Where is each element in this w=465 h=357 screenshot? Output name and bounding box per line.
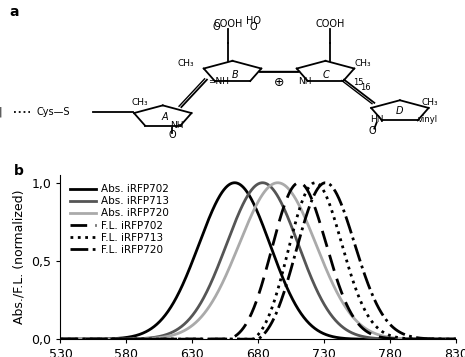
Line: Abs. iRFP713: Abs. iRFP713 (60, 183, 456, 339)
Text: COOH: COOH (315, 19, 345, 29)
Text: Cys—S: Cys—S (37, 107, 70, 117)
F.L. iRFP713 (58, 337, 63, 341)
Text: HN: HN (370, 115, 384, 124)
Abs. iRFP702 (330, 335, 335, 339)
Line: Abs. iRFP720: Abs. iRFP720 (60, 183, 456, 339)
Line: F.L. iRFP720: F.L. iRFP720 (60, 183, 456, 339)
Legend: Abs. iRFP702, Abs. iRFP713, Abs. iRFP720, F.L. iRFP702, F.L. iRFP713, F.L. iRFP7: Abs. iRFP702, Abs. iRFP713, Abs. iRFP720… (66, 180, 173, 259)
Line: Abs. iRFP702: Abs. iRFP702 (60, 183, 456, 339)
Abs. iRFP720 (373, 332, 379, 336)
Abs. iRFP720 (443, 337, 448, 341)
Line: F.L. iRFP713: F.L. iRFP713 (60, 183, 456, 339)
Text: =NH: =NH (208, 77, 229, 86)
Abs. iRFP713 (218, 258, 223, 263)
F.L. iRFP720 (373, 301, 379, 305)
F.L. iRFP713 (232, 337, 237, 341)
Abs. iRFP720 (330, 281, 335, 285)
F.L. iRFP702 (296, 181, 302, 185)
Text: |: | (0, 107, 2, 117)
Text: NH: NH (298, 77, 312, 86)
F.L. iRFP720 (323, 181, 328, 185)
F.L. iRFP720 (58, 337, 63, 341)
Text: O: O (368, 126, 376, 136)
Text: A: A (162, 111, 168, 121)
Abs. iRFP713 (232, 221, 237, 226)
Abs. iRFP713 (58, 337, 63, 341)
Text: COOH: COOH (213, 19, 243, 29)
F.L. iRFP713 (330, 210, 335, 214)
Text: 15: 15 (353, 78, 363, 87)
F.L. iRFP713 (366, 315, 372, 320)
F.L. iRFP702 (453, 337, 458, 341)
Abs. iRFP702 (232, 181, 238, 185)
Text: NH: NH (170, 121, 184, 130)
F.L. iRFP702 (98, 337, 104, 341)
Text: O: O (213, 21, 220, 31)
F.L. iRFP713 (98, 337, 104, 341)
F.L. iRFP713 (312, 181, 318, 185)
Abs. iRFP720 (58, 337, 63, 341)
F.L. iRFP702 (232, 335, 237, 339)
Text: B: B (232, 70, 238, 80)
Abs. iRFP713 (330, 314, 335, 318)
Text: CH₃: CH₃ (422, 98, 438, 107)
Abs. iRFP720 (98, 337, 104, 341)
F.L. iRFP702 (330, 262, 335, 267)
F.L. iRFP720 (98, 337, 104, 341)
Line: F.L. iRFP702: F.L. iRFP702 (60, 183, 456, 339)
F.L. iRFP702 (58, 337, 63, 341)
Text: O: O (250, 21, 257, 31)
Abs. iRFP702 (98, 337, 104, 341)
F.L. iRFP720 (366, 285, 372, 289)
Text: b: b (13, 164, 24, 178)
Abs. iRFP713 (416, 337, 422, 341)
Text: 16: 16 (360, 83, 370, 92)
Text: ⊕: ⊕ (274, 76, 284, 89)
F.L. iRFP720 (453, 337, 458, 341)
Text: CH₃: CH₃ (178, 59, 194, 68)
Text: HO: HO (246, 16, 261, 26)
Abs. iRFP713 (260, 181, 266, 185)
Text: CH₃: CH₃ (354, 59, 371, 68)
Abs. iRFP720 (232, 253, 237, 258)
Text: vinyl: vinyl (418, 115, 438, 125)
F.L. iRFP713 (453, 337, 458, 341)
Abs. iRFP702 (365, 337, 371, 341)
Text: D: D (396, 106, 404, 116)
Abs. iRFP702 (232, 181, 237, 185)
F.L. iRFP702 (366, 331, 372, 335)
Text: C: C (322, 70, 329, 80)
Abs. iRFP702 (367, 337, 372, 341)
F.L. iRFP720 (232, 337, 237, 341)
Abs. iRFP713 (98, 337, 104, 341)
Abs. iRFP702 (218, 193, 223, 197)
Abs. iRFP702 (374, 337, 379, 341)
F.L. iRFP702 (373, 334, 379, 338)
F.L. iRFP713 (373, 325, 379, 329)
Text: a: a (9, 5, 19, 19)
Abs. iRFP713 (366, 336, 372, 340)
Abs. iRFP720 (453, 337, 458, 341)
Text: CH₃: CH₃ (131, 98, 148, 107)
F.L. iRFP720 (218, 337, 223, 341)
F.L. iRFP702 (218, 337, 223, 341)
Abs. iRFP720 (366, 328, 372, 333)
F.L. iRFP720 (330, 185, 335, 189)
Abs. iRFP713 (373, 336, 379, 341)
Abs. iRFP702 (453, 337, 458, 341)
Text: O: O (168, 130, 176, 140)
Abs. iRFP720 (275, 181, 280, 185)
Abs. iRFP702 (58, 337, 63, 341)
Abs. iRFP713 (453, 337, 458, 341)
Y-axis label: Abs./F.L. (normalized): Abs./F.L. (normalized) (13, 190, 26, 324)
F.L. iRFP713 (218, 337, 223, 341)
Abs. iRFP720 (218, 285, 223, 290)
